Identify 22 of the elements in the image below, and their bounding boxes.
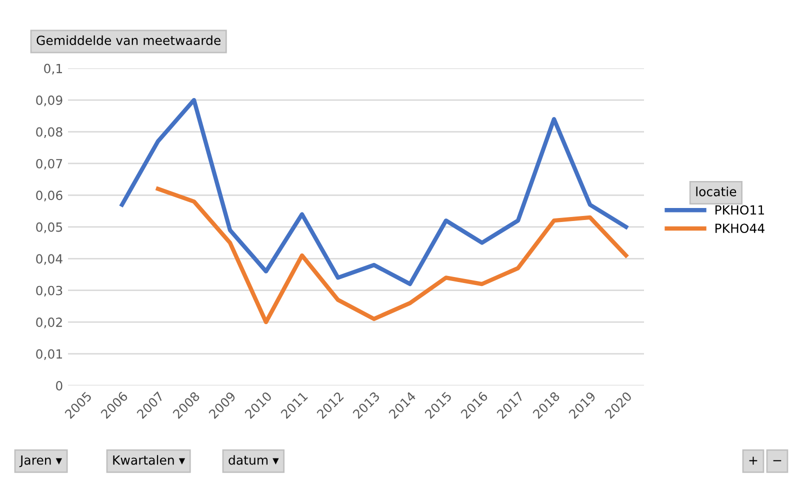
y-tick-label: 0,06 [36,190,62,202]
y-tick-label: 0,04 [36,254,62,265]
legend-title: locatie [696,186,736,196]
y-tick-label: 0,07 [36,158,62,170]
text: datum ▾ [228,455,279,465]
text: Kwartalen ▾ [113,455,186,465]
y-tick-label: 0,05 [36,222,62,234]
chart-title: Gemiddelde van meetwaarde [36,35,220,46]
y-tick-label: 0,1 [44,64,62,75]
y-tick-label: 0,01 [36,349,62,360]
y-tick-label: 0 [56,380,62,390]
y-tick-label: 0,08 [36,127,62,138]
legend-label: PKHO44 [715,224,764,234]
text: Jaren ▾ [19,455,62,468]
y-tick-label: 0,02 [36,318,62,328]
text: + [749,456,758,465]
y-tick-label: 0,09 [36,96,62,106]
y-tick-label: 0,03 [36,286,62,297]
line-series [156,186,628,324]
legend-label: PKHO11 [715,205,764,215]
text: − [773,460,782,462]
line-series [120,98,628,286]
